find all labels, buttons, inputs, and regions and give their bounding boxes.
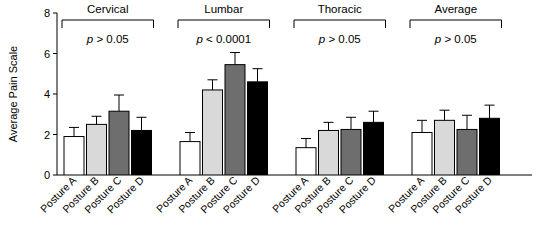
bar bbox=[87, 124, 107, 175]
group-bracket bbox=[178, 20, 270, 28]
error-bar bbox=[230, 52, 240, 64]
group-bracket bbox=[62, 20, 154, 28]
bar bbox=[132, 130, 152, 175]
error-bar bbox=[417, 120, 427, 132]
group-bracket bbox=[294, 20, 386, 28]
bar bbox=[412, 132, 432, 175]
x-tick-label: Posture D bbox=[104, 174, 146, 216]
p-rest: > 0.05 bbox=[93, 33, 129, 45]
error-whisker bbox=[212, 80, 213, 90]
y-tick bbox=[53, 13, 57, 14]
y-tick-label: 2 bbox=[44, 129, 50, 141]
y-tick-label: 4 bbox=[44, 88, 50, 100]
error-whisker bbox=[141, 117, 142, 130]
p-value: p < 0.0001 bbox=[195, 33, 251, 45]
bar bbox=[64, 137, 84, 175]
error-bar bbox=[114, 95, 124, 111]
y-axis-label: Average Pain Scale bbox=[7, 46, 19, 142]
error-whisker bbox=[257, 69, 258, 82]
error-cap bbox=[346, 117, 356, 118]
error-whisker bbox=[306, 139, 307, 148]
y-tick bbox=[53, 175, 57, 176]
bar bbox=[296, 148, 316, 175]
error-bar bbox=[440, 110, 450, 120]
bar bbox=[319, 130, 339, 175]
group-label: Lumbar bbox=[204, 3, 243, 15]
error-whisker bbox=[74, 127, 75, 136]
error-bar bbox=[185, 132, 195, 141]
bar bbox=[364, 122, 384, 175]
error-cap bbox=[69, 127, 79, 128]
group-bracket bbox=[410, 20, 502, 28]
y-tick bbox=[53, 94, 57, 95]
p-value: p > 0.05 bbox=[86, 33, 129, 45]
error-cap bbox=[114, 95, 124, 96]
error-cap bbox=[185, 132, 195, 133]
bar bbox=[341, 129, 361, 175]
error-cap bbox=[137, 117, 147, 118]
error-cap bbox=[301, 138, 311, 139]
error-bar bbox=[369, 111, 379, 122]
bar bbox=[480, 118, 500, 175]
bar bbox=[225, 65, 245, 175]
error-bar bbox=[462, 115, 472, 129]
group-label: Cervical bbox=[87, 3, 129, 15]
error-whisker bbox=[444, 110, 445, 120]
p-value: p > 0.05 bbox=[318, 33, 361, 45]
y-tick-label: 6 bbox=[44, 48, 50, 60]
error-whisker bbox=[467, 115, 468, 129]
error-bar bbox=[253, 69, 263, 82]
error-bar bbox=[69, 127, 79, 136]
bar bbox=[248, 82, 268, 175]
bars bbox=[64, 52, 500, 175]
y-tick bbox=[53, 134, 57, 135]
p-rest: > 0.05 bbox=[441, 33, 477, 45]
error-cap bbox=[230, 52, 240, 53]
error-cap bbox=[417, 120, 427, 121]
p-rest: > 0.05 bbox=[325, 33, 361, 45]
error-cap bbox=[324, 122, 334, 123]
error-whisker bbox=[373, 111, 374, 122]
y-tick-label: 8 bbox=[44, 7, 50, 19]
error-cap bbox=[92, 116, 102, 117]
error-cap bbox=[253, 68, 263, 69]
error-cap bbox=[440, 110, 450, 111]
error-bar bbox=[137, 117, 147, 130]
error-cap bbox=[485, 105, 495, 106]
bar bbox=[457, 129, 477, 175]
group-label: Average bbox=[434, 3, 477, 15]
bar bbox=[435, 120, 455, 175]
x-tick-label: Posture D bbox=[220, 174, 262, 216]
error-bar bbox=[208, 80, 218, 90]
p-value: p > 0.05 bbox=[434, 33, 477, 45]
error-bar bbox=[301, 139, 311, 148]
y-tick-label: 0 bbox=[44, 169, 50, 181]
error-bar bbox=[324, 122, 334, 130]
chart-svg: 02468Average Pain ScalePosture APosture … bbox=[0, 0, 536, 235]
error-whisker bbox=[351, 117, 352, 129]
error-whisker bbox=[119, 95, 120, 111]
bar bbox=[109, 111, 129, 175]
bar bbox=[180, 142, 200, 175]
p-rest: < 0.0001 bbox=[203, 33, 251, 45]
error-whisker bbox=[190, 132, 191, 141]
error-whisker bbox=[235, 52, 236, 64]
error-whisker bbox=[96, 116, 97, 124]
error-bar bbox=[92, 116, 102, 124]
error-cap bbox=[208, 79, 218, 80]
y-tick bbox=[53, 53, 57, 54]
x-tick-label: Posture D bbox=[336, 174, 378, 216]
error-whisker bbox=[328, 122, 329, 130]
bar bbox=[203, 90, 223, 175]
error-cap bbox=[462, 115, 472, 116]
group-label: Thoracic bbox=[318, 3, 362, 15]
error-whisker bbox=[489, 105, 490, 118]
x-tick-label: Posture D bbox=[452, 174, 494, 216]
error-bar bbox=[346, 117, 356, 129]
error-bar bbox=[485, 105, 495, 118]
error-whisker bbox=[422, 120, 423, 132]
chart: 02468Average Pain ScalePosture APosture … bbox=[0, 0, 536, 235]
error-cap bbox=[369, 111, 379, 112]
